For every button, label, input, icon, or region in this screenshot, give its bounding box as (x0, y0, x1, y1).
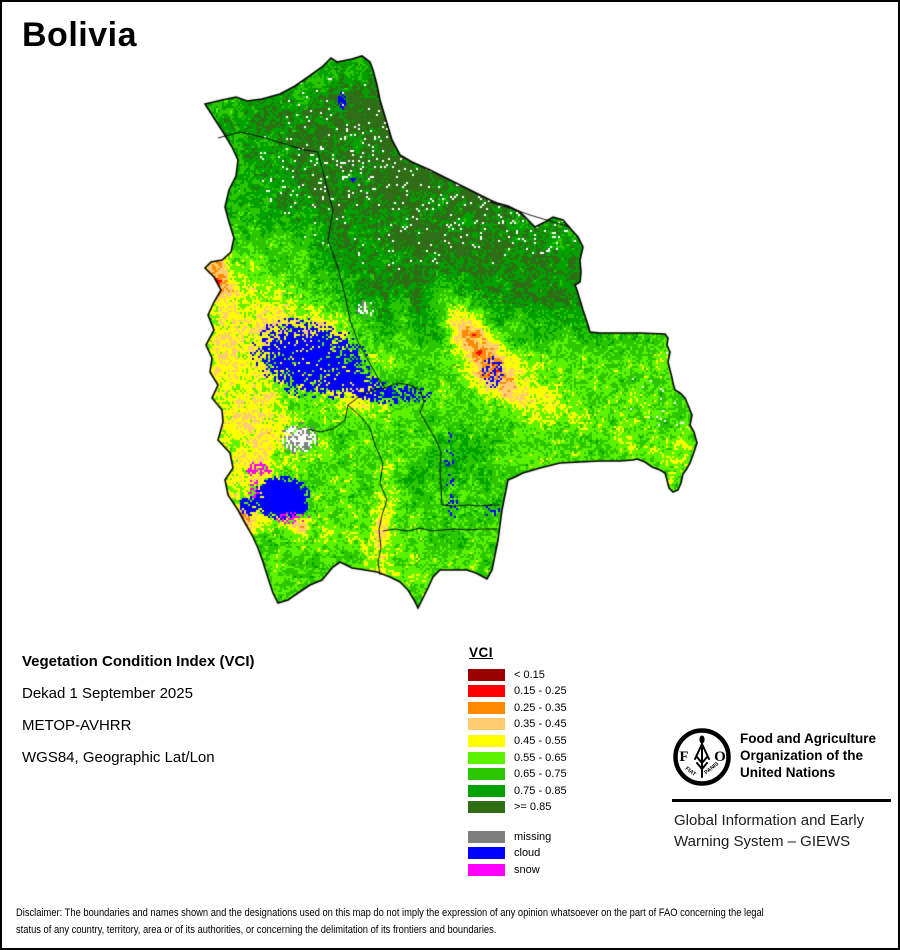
legend-label: cloud (514, 847, 541, 860)
legend-title: VCI (469, 645, 494, 660)
legend-item: 0.25 - 0.35 (468, 701, 567, 714)
page-title: Bolivia (22, 16, 137, 54)
giews-line: Global Information and Early (674, 812, 865, 829)
fao-org-line: Organization of the (740, 748, 863, 763)
svg-text:O: O (714, 749, 726, 765)
legend-swatch (468, 668, 505, 681)
legend-swatch (468, 701, 505, 714)
legend-item: 0.65 - 0.75 (468, 768, 567, 781)
legend-item: 0.35 - 0.45 (468, 718, 567, 731)
legend-label: 0.75 - 0.85 (514, 784, 567, 797)
branding-divider (672, 799, 891, 802)
legend-label: 0.15 - 0.25 (514, 685, 567, 698)
legend-label: missing (514, 830, 552, 843)
legend-item: cloud (468, 847, 540, 860)
legend-label: 0.65 - 0.75 (514, 768, 567, 781)
fao-wheat-icon (694, 743, 710, 778)
giews-line: Warning System – GIEWS (674, 833, 851, 850)
legend-swatch (468, 685, 505, 698)
legend-label: 0.35 - 0.45 (514, 718, 567, 731)
fao-org-line: United Nations (740, 765, 836, 780)
legend-swatch (468, 847, 505, 860)
disclaimer-text: Disclaimer: The boundaries and names sho… (16, 907, 764, 936)
map-metadata-block: Vegetation Condition Index (VCI) Dekad 1… (22, 646, 255, 774)
legend-label: < 0.15 (514, 668, 545, 681)
giews-label: Global Information and Early Warning Sys… (674, 810, 864, 852)
metadata-dekad: Dekad 1 September 2025 (22, 685, 193, 702)
metadata-index-name: Vegetation Condition Index (VCI) (22, 653, 255, 670)
legend-item: 0.75 - 0.85 (468, 784, 567, 797)
fao-org-line: Food and Agriculture (740, 731, 876, 746)
legend-item: < 0.15 (468, 668, 545, 681)
legend-label: 0.25 - 0.35 (514, 701, 567, 714)
legend-item: 0.15 - 0.25 (468, 685, 567, 698)
vci-map-canvas (198, 52, 698, 614)
legend-swatch (468, 768, 505, 781)
legend-item: missing (468, 830, 551, 843)
metadata-sensor: METOP-AVHRR (22, 717, 132, 734)
svg-text:F: F (679, 749, 688, 765)
fao-org-name: Food and Agriculture Organization of the… (740, 726, 876, 781)
fao-branding-block: F O FIAT PANIS Food and Agriculture Orga… (672, 726, 892, 788)
legend-item: snow (468, 863, 540, 876)
legend-label: snow (514, 863, 540, 876)
legend-item: 0.55 - 0.65 (468, 751, 567, 764)
legend-swatch (468, 801, 505, 814)
metadata-projection: WGS84, Geographic Lat/Lon (22, 749, 215, 766)
legend-swatch (468, 718, 505, 731)
legend-label: >= 0.85 (514, 801, 552, 814)
legend-swatch (468, 830, 505, 843)
legend-swatch (468, 734, 505, 747)
legend-item: 0.45 - 0.55 (468, 734, 567, 747)
fao-logo-icon: F O FIAT PANIS (673, 728, 731, 786)
legend-label: 0.45 - 0.55 (514, 734, 567, 747)
legend-swatch (468, 863, 505, 876)
legend-item: >= 0.85 (468, 801, 551, 814)
legend-label: 0.55 - 0.65 (514, 751, 567, 764)
legend-swatch (468, 751, 505, 764)
legend-swatch (468, 784, 505, 797)
